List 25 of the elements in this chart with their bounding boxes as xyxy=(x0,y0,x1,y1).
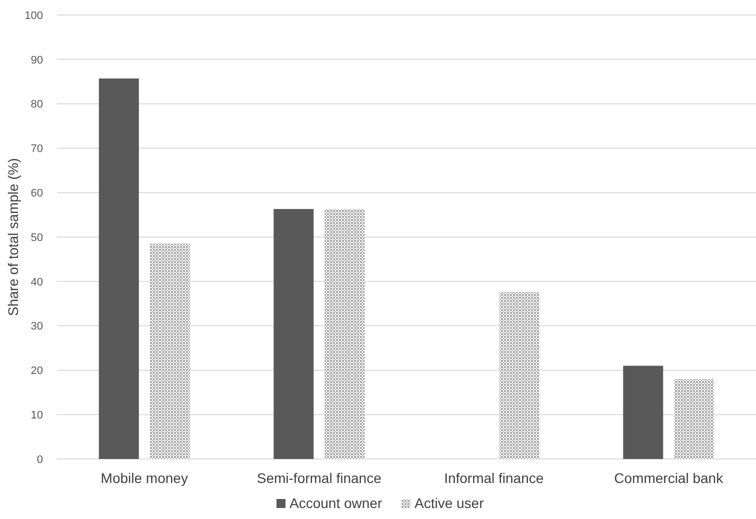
x-tick-label: Informal finance xyxy=(444,470,544,486)
y-tick-label: 30 xyxy=(30,320,43,333)
legend-label: Account owner xyxy=(290,495,382,511)
bar xyxy=(623,366,664,459)
bar xyxy=(274,209,314,459)
legend-label: Active user xyxy=(414,495,484,511)
y-tick-label: 40 xyxy=(30,276,43,288)
y-tick-label: 20 xyxy=(30,365,43,378)
y-tick-label: 90 xyxy=(30,54,43,66)
bar xyxy=(150,244,190,459)
bar xyxy=(674,379,714,459)
bar xyxy=(98,78,139,459)
x-tick-label: Semi-formal finance xyxy=(256,470,382,486)
bar xyxy=(324,209,365,459)
bar xyxy=(499,292,540,459)
y-axis-title: Share of total sample (%) xyxy=(5,158,21,316)
y-tick-label: 80 xyxy=(30,98,43,111)
x-tick-label: Mobile money xyxy=(100,470,188,486)
y-tick-label: 70 xyxy=(30,143,43,156)
y-tick-label: 0 xyxy=(36,454,43,466)
y-tick-label: 50 xyxy=(30,232,43,244)
y-tick-label: 10 xyxy=(30,409,43,422)
x-tick-label: Commercial bank xyxy=(614,470,724,486)
y-tick-label: 60 xyxy=(30,187,43,200)
y-tick-label: 100 xyxy=(24,10,43,22)
